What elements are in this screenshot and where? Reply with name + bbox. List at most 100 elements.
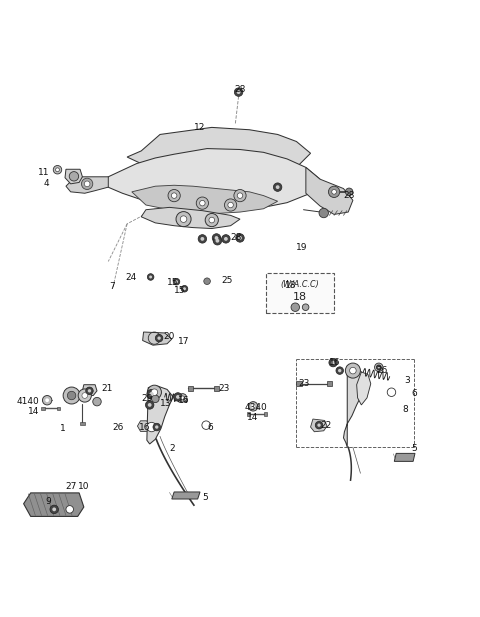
Circle shape: [145, 400, 154, 409]
Circle shape: [378, 366, 380, 368]
Polygon shape: [41, 407, 45, 410]
Circle shape: [88, 389, 91, 392]
Text: 23: 23: [299, 379, 310, 388]
Text: 16: 16: [139, 423, 150, 431]
Circle shape: [93, 397, 101, 406]
Text: 15: 15: [174, 286, 186, 295]
Circle shape: [328, 186, 340, 197]
Text: 9: 9: [45, 497, 51, 506]
Circle shape: [171, 193, 177, 198]
Circle shape: [67, 391, 76, 400]
Text: 22: 22: [320, 421, 331, 429]
Circle shape: [215, 236, 218, 240]
Circle shape: [222, 234, 230, 243]
Circle shape: [302, 304, 309, 310]
Circle shape: [86, 387, 93, 395]
Polygon shape: [247, 412, 251, 416]
Polygon shape: [132, 185, 277, 213]
Text: 11: 11: [38, 168, 49, 176]
FancyBboxPatch shape: [266, 273, 334, 313]
Circle shape: [238, 236, 242, 240]
Circle shape: [346, 188, 353, 196]
Circle shape: [147, 423, 156, 432]
Text: 29: 29: [141, 394, 153, 404]
Text: 20: 20: [164, 332, 175, 341]
Circle shape: [180, 216, 187, 222]
Polygon shape: [306, 167, 353, 215]
Circle shape: [374, 363, 383, 371]
Circle shape: [237, 90, 240, 94]
Text: 16: 16: [178, 395, 190, 405]
Polygon shape: [24, 493, 84, 516]
Circle shape: [181, 286, 188, 292]
Circle shape: [69, 172, 79, 181]
Circle shape: [198, 234, 206, 243]
Polygon shape: [83, 385, 97, 395]
Circle shape: [176, 395, 180, 399]
Circle shape: [84, 181, 90, 187]
Circle shape: [376, 365, 381, 370]
Circle shape: [336, 367, 344, 375]
Text: 7: 7: [109, 282, 115, 291]
Polygon shape: [104, 149, 320, 210]
Circle shape: [147, 274, 154, 280]
Text: 28: 28: [344, 191, 355, 200]
Circle shape: [205, 213, 218, 226]
Text: 24: 24: [125, 273, 136, 283]
Text: 16: 16: [329, 358, 341, 367]
Polygon shape: [357, 372, 371, 405]
Text: 28: 28: [230, 233, 242, 242]
Circle shape: [149, 276, 152, 278]
Circle shape: [319, 209, 328, 218]
Text: 4340: 4340: [245, 403, 267, 412]
Circle shape: [213, 236, 222, 245]
Circle shape: [151, 389, 157, 395]
Polygon shape: [172, 492, 200, 499]
Circle shape: [252, 405, 255, 408]
Polygon shape: [394, 453, 415, 462]
Text: 6: 6: [207, 423, 213, 431]
Text: 14: 14: [28, 407, 40, 416]
Circle shape: [349, 367, 356, 374]
Circle shape: [175, 280, 178, 283]
Polygon shape: [214, 386, 219, 391]
Circle shape: [183, 288, 186, 290]
Polygon shape: [141, 207, 240, 228]
Polygon shape: [66, 177, 108, 193]
Circle shape: [168, 189, 180, 202]
Text: 6: 6: [412, 389, 418, 398]
Circle shape: [225, 199, 237, 211]
Text: 14: 14: [247, 413, 258, 422]
Polygon shape: [147, 386, 173, 444]
Circle shape: [346, 363, 360, 378]
Circle shape: [329, 358, 337, 367]
Polygon shape: [297, 381, 302, 386]
Text: (W/A.C.C): (W/A.C.C): [281, 280, 319, 289]
Circle shape: [377, 365, 381, 369]
Text: 18: 18: [285, 281, 296, 291]
Circle shape: [153, 423, 160, 431]
Circle shape: [173, 278, 180, 285]
Circle shape: [149, 392, 154, 396]
Circle shape: [276, 185, 279, 189]
Circle shape: [157, 336, 161, 340]
Polygon shape: [264, 412, 267, 416]
Circle shape: [202, 421, 210, 429]
Text: 17: 17: [178, 337, 190, 346]
Circle shape: [237, 193, 243, 198]
Circle shape: [66, 505, 73, 513]
Circle shape: [156, 334, 163, 342]
Circle shape: [50, 505, 59, 513]
Text: 1: 1: [60, 424, 66, 433]
Circle shape: [53, 165, 62, 174]
Circle shape: [338, 369, 341, 372]
Circle shape: [56, 168, 60, 172]
Circle shape: [209, 217, 215, 223]
Circle shape: [45, 399, 49, 402]
Circle shape: [234, 189, 246, 202]
Circle shape: [200, 201, 205, 206]
Circle shape: [152, 395, 159, 402]
Circle shape: [315, 421, 323, 429]
Circle shape: [236, 234, 244, 242]
Text: 25: 25: [221, 276, 232, 285]
